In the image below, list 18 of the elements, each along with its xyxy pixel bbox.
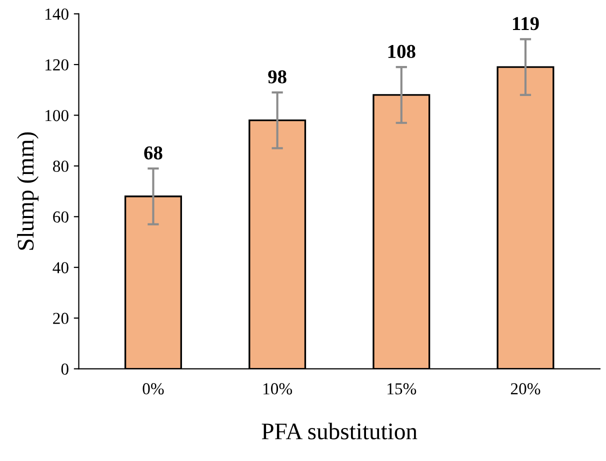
- data-label: 119: [513, 17, 539, 30]
- x-tick-label: 15%: [388, 383, 416, 394]
- y-tick-label: 140: [46, 8, 68, 20]
- y-tick-label: 40: [52, 262, 68, 274]
- data-label: 98: [268, 70, 286, 84]
- data-label: 108: [388, 44, 416, 58]
- y-axis-title: Slump (mm): [17, 132, 38, 250]
- data-label: 68: [144, 146, 162, 160]
- y-tick-label: 100: [46, 110, 68, 122]
- x-axis-title: PFA substitution: [262, 422, 418, 440]
- x-tick-label: 0%: [142, 383, 164, 394]
- y-tick-label: 20: [53, 312, 68, 324]
- y-tick-label: 120: [46, 59, 68, 70]
- y-tick-label: 0: [61, 364, 68, 375]
- y-tick-label: 80: [53, 160, 68, 172]
- y-tick-label: 60: [53, 211, 68, 223]
- x-tick-label: 10%: [264, 383, 292, 394]
- x-tick-label: 20%: [510, 383, 540, 394]
